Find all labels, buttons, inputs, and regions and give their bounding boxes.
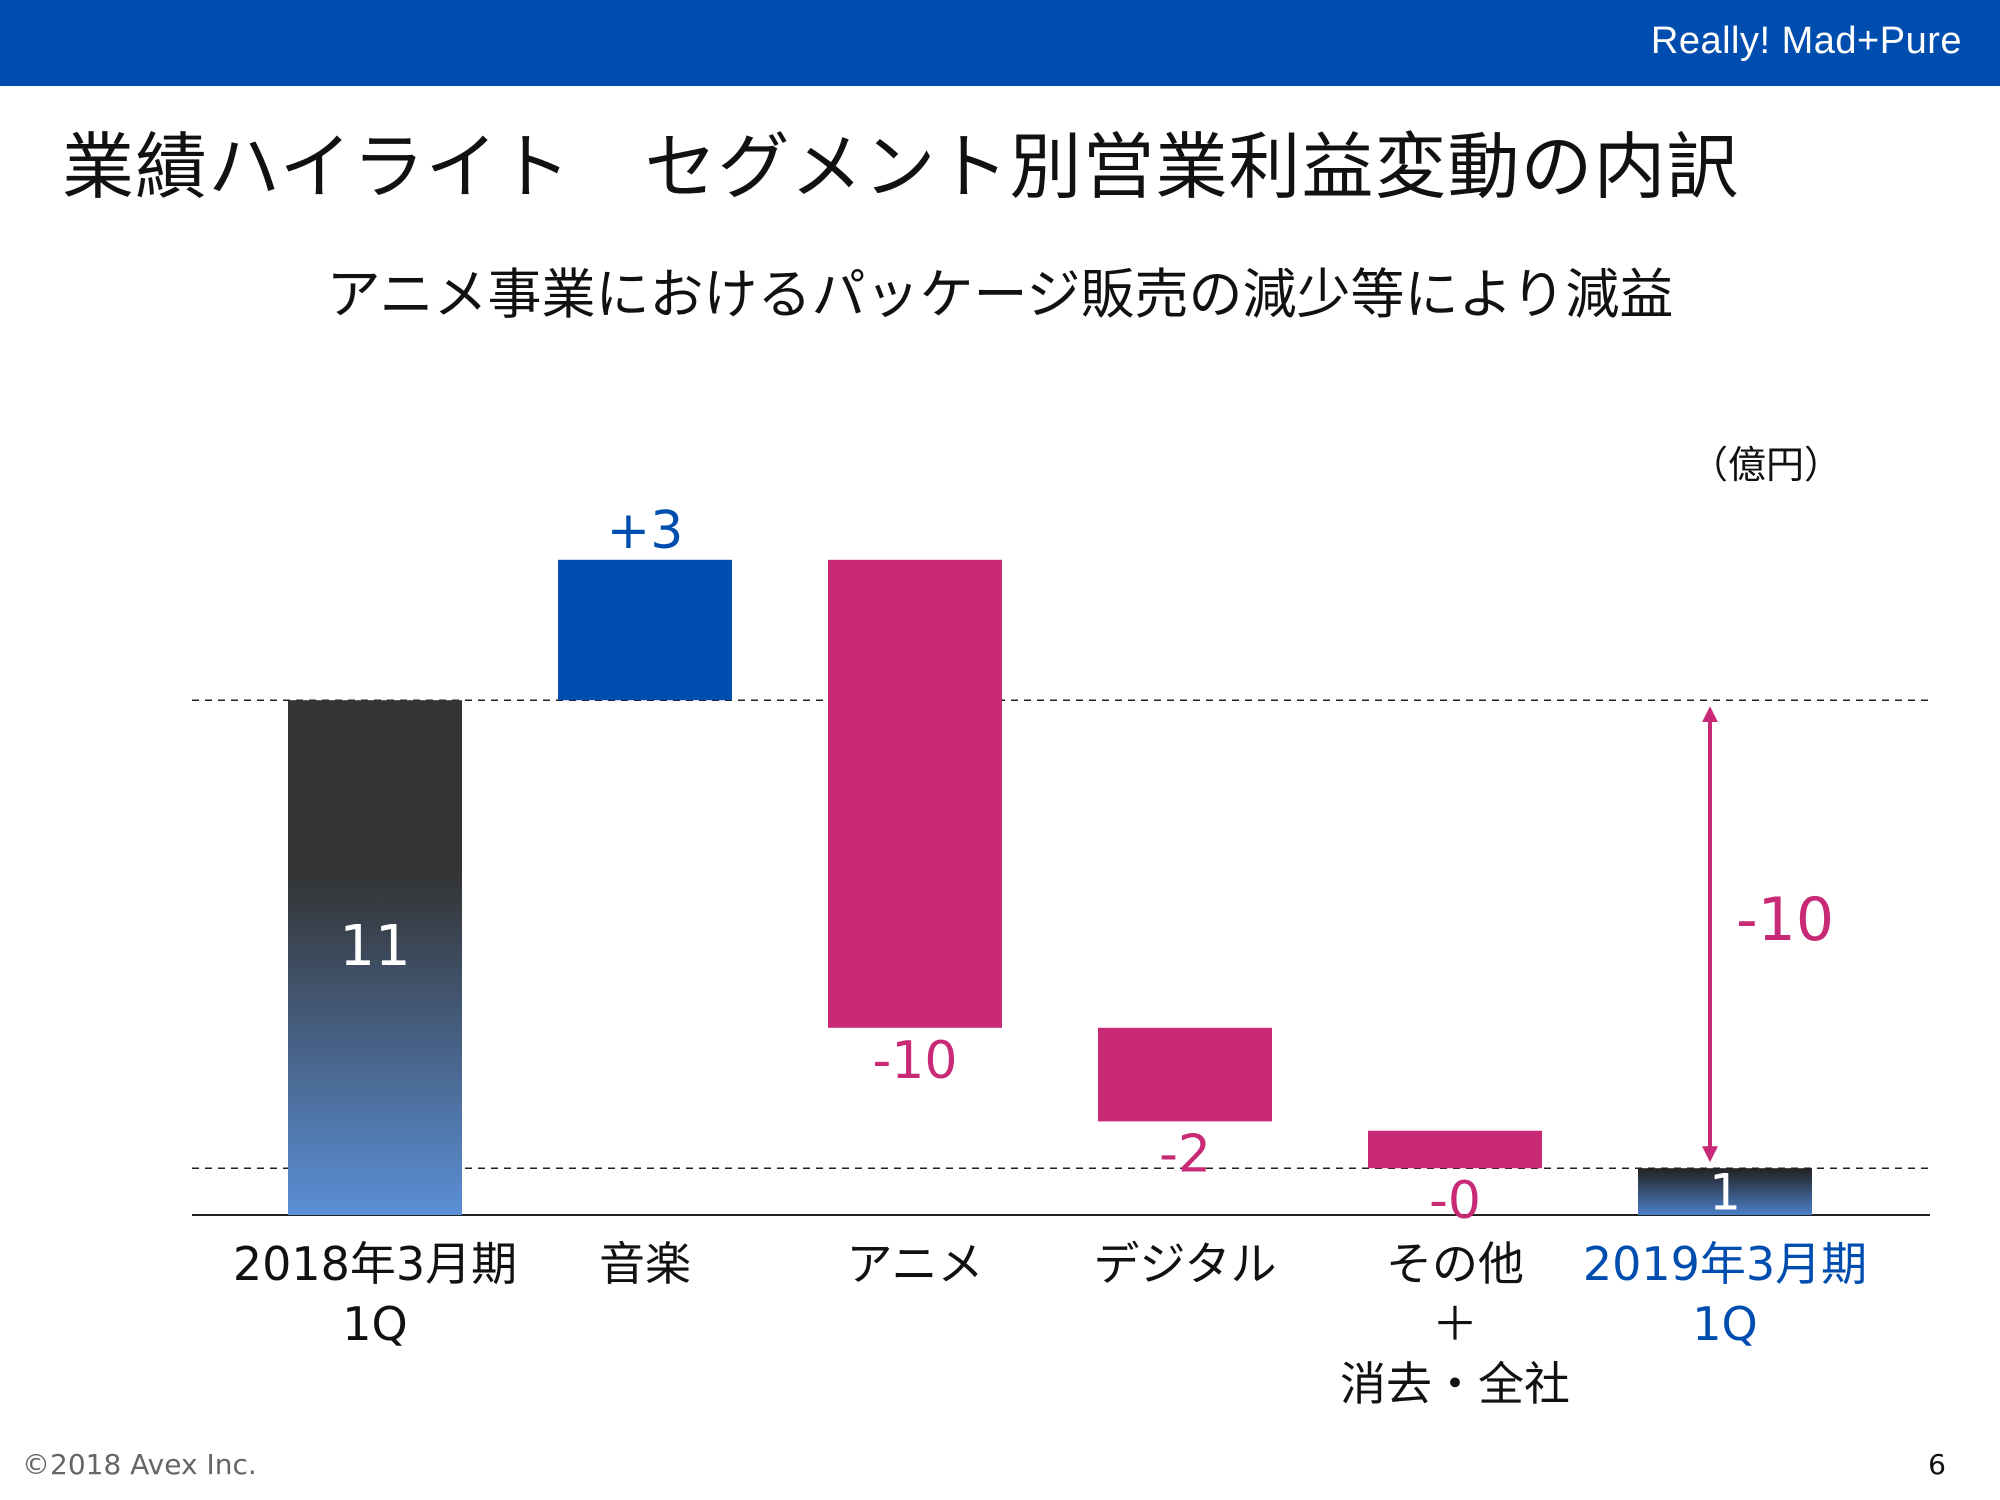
category-label-0-0: 2018年3月期 [233, 1237, 517, 1291]
bar-1 [558, 559, 732, 701]
category-label-5-1: 1Q [1692, 1297, 1757, 1351]
change-arrow-label: -10 [1736, 885, 1834, 955]
category-label-1-0: 音楽 [599, 1237, 691, 1291]
bar-value-label-5: 1 [1709, 1164, 1741, 1222]
page-subtitle: アニメ事業におけるパッケージ販売の減少等により減益 [326, 263, 1674, 326]
bar-5 [1638, 1168, 1812, 1215]
unit-label: （億円） [1690, 443, 1843, 487]
category-label-4-2: 消去・全社 [1340, 1357, 1570, 1411]
category-label-3-0: デジタル [1093, 1237, 1276, 1291]
category-label-4-1: ＋ [1432, 1297, 1478, 1351]
page-title: 業績ハイライト セグメント別営業利益変動の内訳 [62, 125, 1740, 209]
bar-value-label-4: -0 [1429, 1171, 1481, 1231]
category-label-5-0: 2019年3月期 [1583, 1237, 1867, 1291]
category-label-2-0: アニメ [846, 1237, 983, 1291]
category-label-0-1: 1Q [342, 1297, 407, 1351]
bar-value-label-1: +3 [607, 501, 684, 561]
waterfall-chart: 11 2018年3月期 1Q +3 音楽 -10 アニメ -2 デジタル -0 その他 ＋ 消去・全社 1… [192, 501, 1930, 1411]
bar-value-label-0: 11 [339, 914, 410, 979]
bar-0 [288, 700, 462, 1215]
bar-2 [828, 559, 1002, 1028]
category-label-4-0: その他 [1386, 1237, 1524, 1291]
bar-4 [1368, 1130, 1542, 1169]
copyright-text: ©2018 Avex Inc. [22, 1448, 257, 1481]
bar-value-label-2: -10 [873, 1031, 958, 1091]
page-number: 6 [1928, 1448, 1946, 1481]
brand-tagline: Really! Mad+Pure [1650, 20, 1962, 62]
bar-value-label-3: -2 [1159, 1124, 1211, 1184]
header-bar: Really! Mad+Pure [0, 0, 2000, 86]
bar-3 [1098, 1027, 1272, 1122]
